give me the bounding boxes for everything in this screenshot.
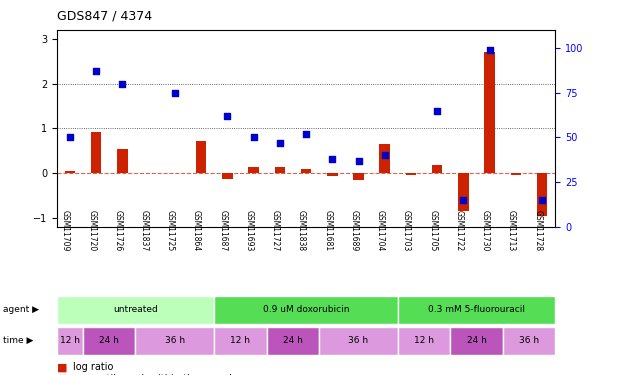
Text: agent ▶: agent ▶ bbox=[3, 305, 39, 314]
Text: GSM11703: GSM11703 bbox=[402, 210, 411, 251]
Text: GSM11726: GSM11726 bbox=[114, 210, 122, 251]
Text: time ▶: time ▶ bbox=[3, 336, 33, 345]
Text: 12 h: 12 h bbox=[414, 336, 434, 345]
Bar bbox=[379, 144, 390, 173]
Text: GSM11704: GSM11704 bbox=[375, 210, 385, 251]
Bar bbox=[458, 173, 469, 211]
FancyBboxPatch shape bbox=[214, 327, 267, 355]
Point bbox=[65, 134, 75, 140]
Text: GSM11709: GSM11709 bbox=[61, 210, 70, 251]
Text: ■: ■ bbox=[57, 374, 68, 375]
Point bbox=[117, 81, 127, 87]
FancyBboxPatch shape bbox=[398, 296, 555, 324]
Text: GSM11720: GSM11720 bbox=[87, 210, 96, 251]
FancyBboxPatch shape bbox=[398, 327, 451, 355]
Point bbox=[458, 197, 468, 203]
Bar bbox=[327, 173, 338, 176]
Bar bbox=[249, 167, 259, 173]
FancyBboxPatch shape bbox=[214, 296, 398, 324]
Text: GSM11864: GSM11864 bbox=[192, 210, 201, 251]
Point bbox=[170, 90, 180, 96]
Text: GSM11837: GSM11837 bbox=[139, 210, 149, 251]
Bar bbox=[91, 132, 102, 173]
Text: 12 h: 12 h bbox=[230, 336, 251, 345]
Text: GSM11693: GSM11693 bbox=[245, 210, 254, 251]
Bar bbox=[274, 167, 285, 173]
Bar bbox=[485, 53, 495, 173]
Bar bbox=[406, 173, 416, 176]
Text: 24 h: 24 h bbox=[99, 336, 119, 345]
Point bbox=[380, 152, 390, 158]
FancyBboxPatch shape bbox=[57, 327, 83, 355]
Point bbox=[249, 134, 259, 140]
Text: 36 h: 36 h bbox=[165, 336, 185, 345]
FancyBboxPatch shape bbox=[319, 327, 398, 355]
Text: GSM11689: GSM11689 bbox=[350, 210, 358, 251]
Text: GSM11705: GSM11705 bbox=[428, 210, 437, 251]
Text: 36 h: 36 h bbox=[348, 336, 369, 345]
Text: GSM11725: GSM11725 bbox=[166, 210, 175, 251]
Point bbox=[327, 156, 338, 162]
Text: GSM11687: GSM11687 bbox=[218, 210, 227, 251]
Text: 0.3 mM 5-fluorouracil: 0.3 mM 5-fluorouracil bbox=[428, 305, 525, 314]
Text: GSM11728: GSM11728 bbox=[533, 210, 542, 251]
Point bbox=[432, 108, 442, 114]
Bar bbox=[510, 173, 521, 175]
Text: ■: ■ bbox=[57, 363, 68, 372]
FancyBboxPatch shape bbox=[57, 296, 214, 324]
Text: 24 h: 24 h bbox=[467, 336, 487, 345]
FancyBboxPatch shape bbox=[83, 327, 136, 355]
Text: untreated: untreated bbox=[113, 305, 158, 314]
Text: GSM11713: GSM11713 bbox=[507, 210, 516, 251]
Text: GSM11730: GSM11730 bbox=[481, 210, 490, 251]
Text: GDS847 / 4374: GDS847 / 4374 bbox=[57, 9, 152, 22]
Bar bbox=[537, 173, 548, 216]
Bar bbox=[432, 165, 442, 173]
Bar bbox=[196, 141, 206, 173]
FancyBboxPatch shape bbox=[267, 327, 319, 355]
Point bbox=[485, 47, 495, 53]
Bar bbox=[301, 169, 311, 173]
Text: 12 h: 12 h bbox=[60, 336, 80, 345]
Point bbox=[353, 158, 363, 164]
Bar bbox=[64, 171, 75, 173]
Point bbox=[91, 68, 101, 74]
Point bbox=[222, 113, 232, 119]
Text: 0.9 uM doxorubicin: 0.9 uM doxorubicin bbox=[262, 305, 350, 314]
Text: GSM11681: GSM11681 bbox=[323, 210, 333, 251]
FancyBboxPatch shape bbox=[451, 327, 503, 355]
Point bbox=[274, 140, 285, 146]
Point bbox=[537, 197, 547, 203]
Bar bbox=[222, 173, 233, 178]
Text: GSM11722: GSM11722 bbox=[454, 210, 463, 251]
Text: 36 h: 36 h bbox=[519, 336, 539, 345]
FancyBboxPatch shape bbox=[503, 327, 555, 355]
Bar bbox=[117, 148, 127, 173]
FancyBboxPatch shape bbox=[136, 327, 214, 355]
Text: log ratio: log ratio bbox=[73, 363, 113, 372]
Text: 24 h: 24 h bbox=[283, 336, 303, 345]
Text: GSM11727: GSM11727 bbox=[271, 210, 280, 251]
Point bbox=[301, 131, 311, 137]
Text: percentile rank within the sample: percentile rank within the sample bbox=[73, 374, 237, 375]
Bar bbox=[353, 173, 363, 180]
Text: GSM11838: GSM11838 bbox=[297, 210, 306, 251]
